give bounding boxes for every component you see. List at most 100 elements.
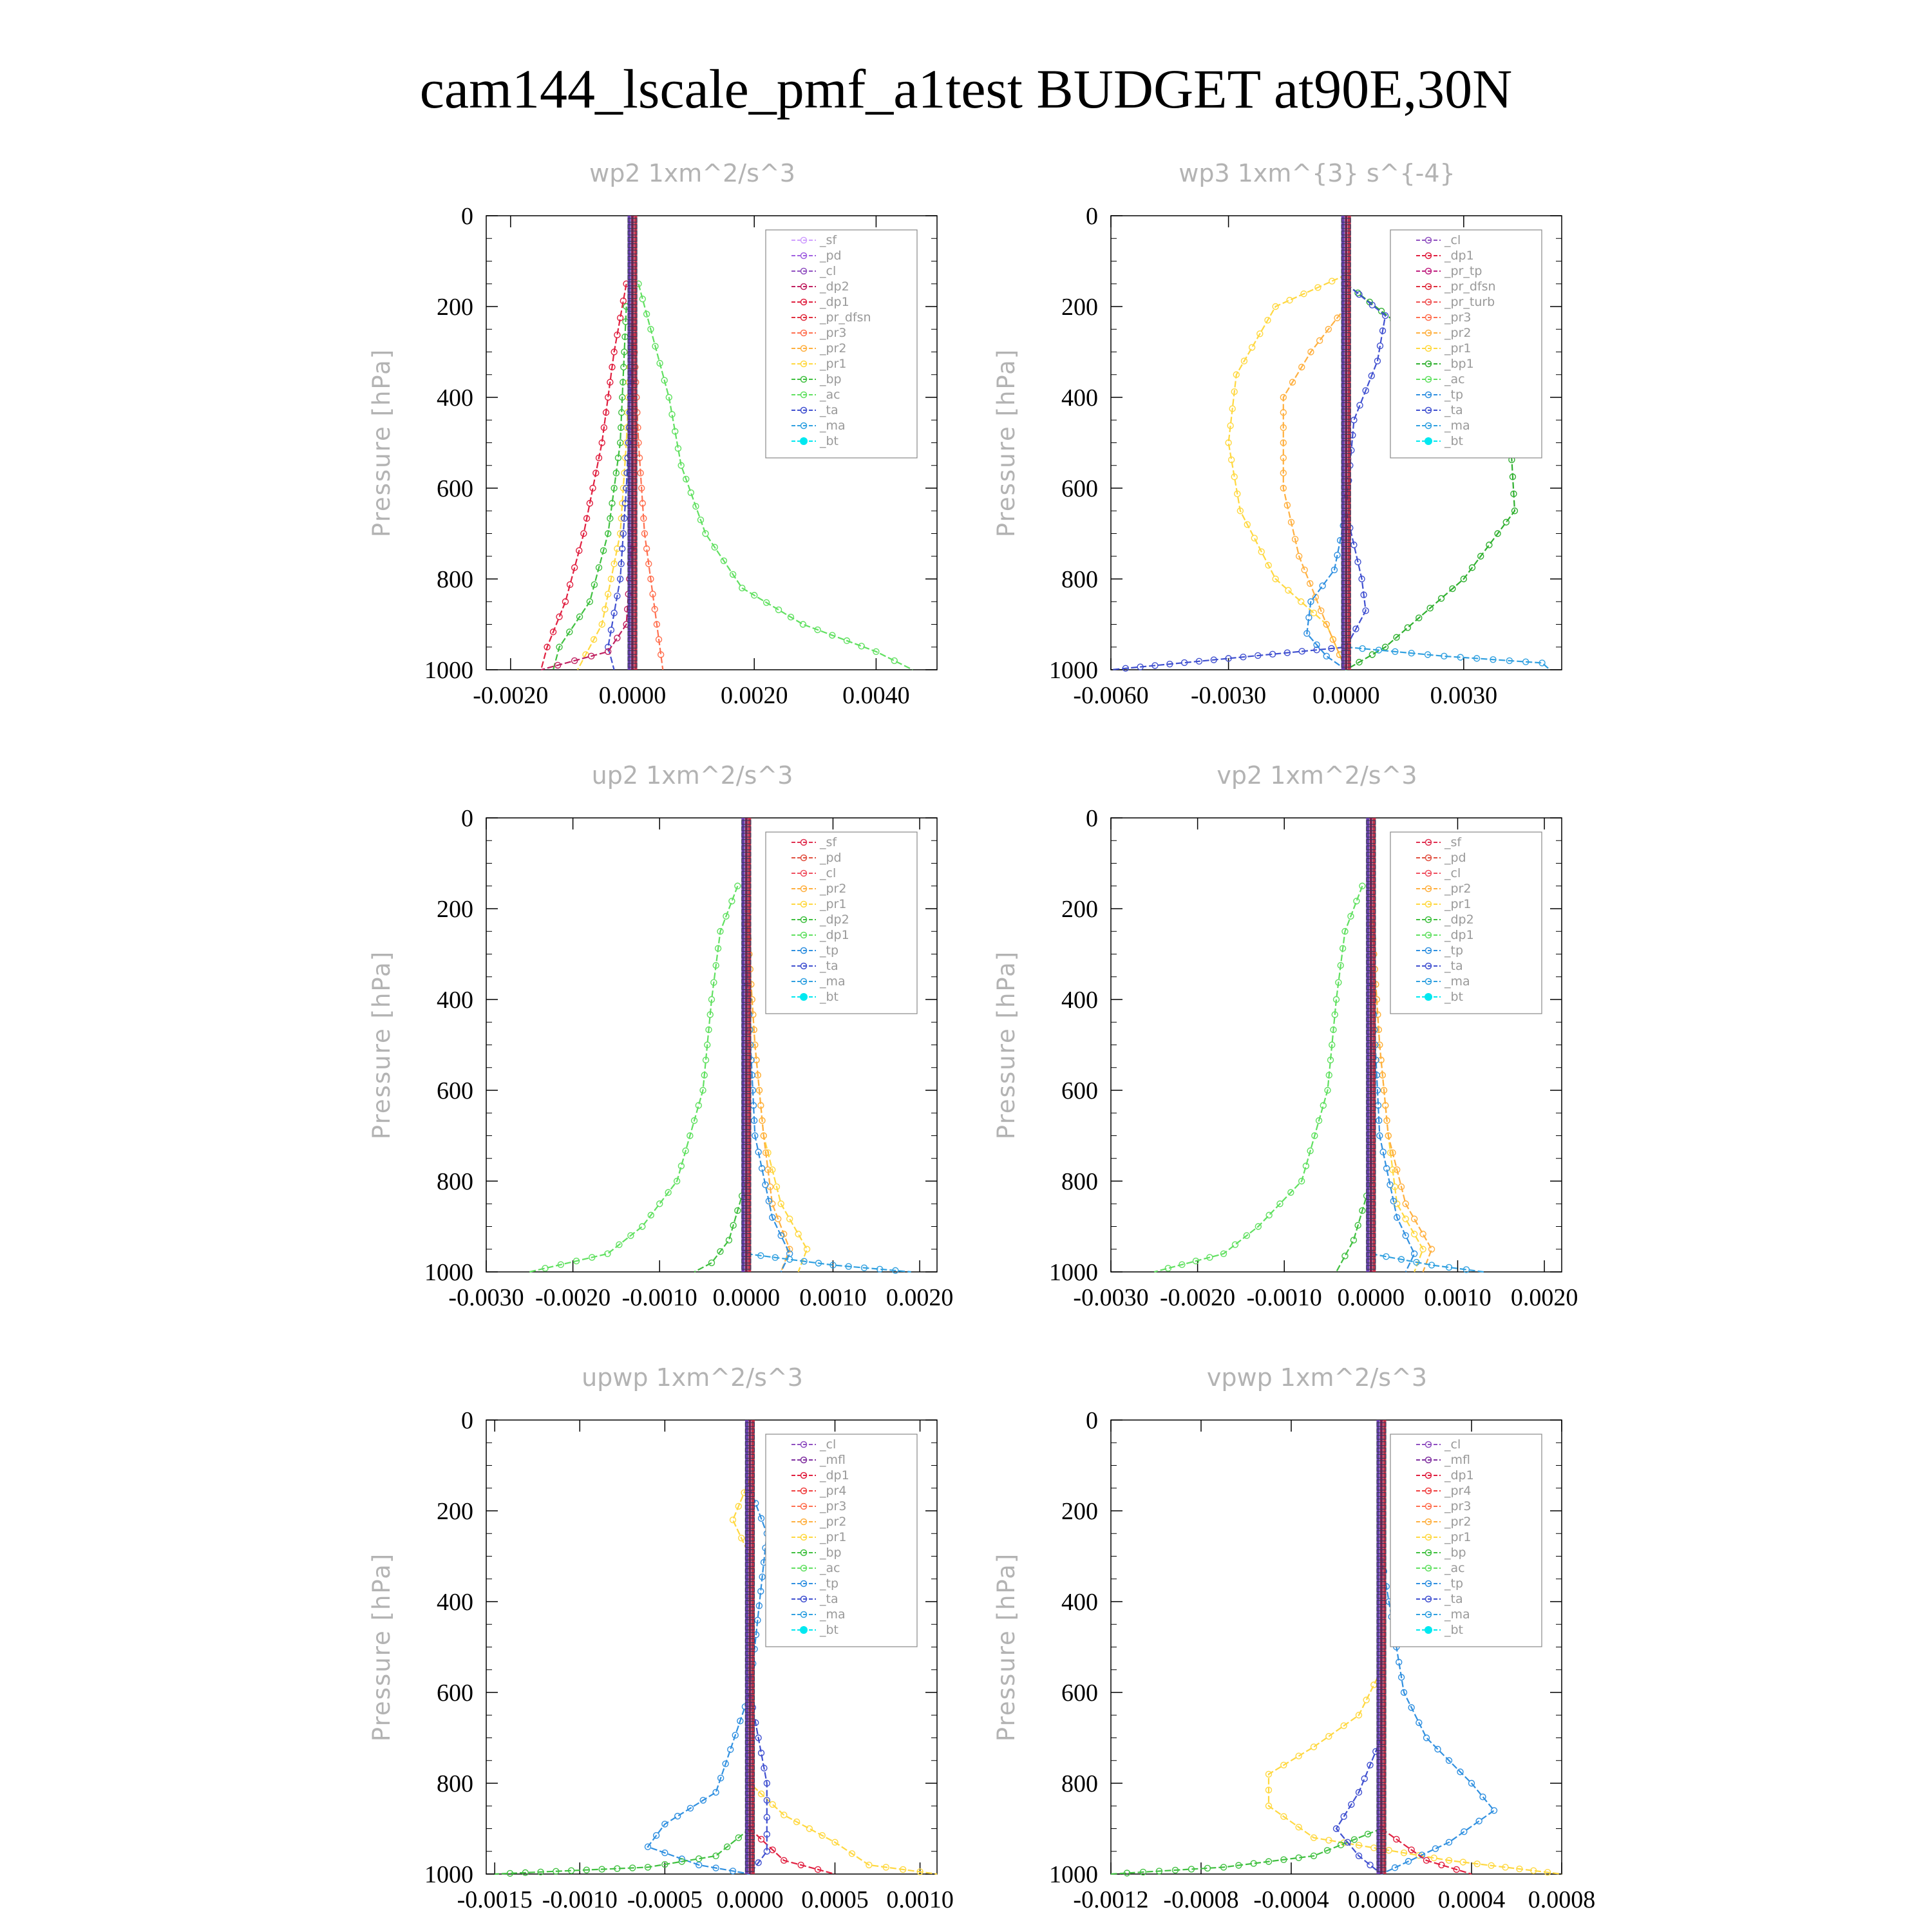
legend-label: _bp — [819, 1546, 842, 1560]
series-line — [495, 1828, 751, 1875]
legend-marker — [1425, 1502, 1432, 1510]
series-point — [1393, 1835, 1400, 1843]
zero-line-marker — [1366, 858, 1376, 863]
zero-line-marker — [744, 1517, 755, 1522]
zero-line-marker — [1366, 1106, 1376, 1111]
zero-line-marker — [744, 1759, 755, 1764]
zero-line-marker — [741, 947, 752, 952]
zero-line-marker — [744, 1466, 755, 1472]
series-point — [661, 377, 668, 384]
series-point — [640, 515, 647, 522]
zero-line-marker — [741, 1010, 752, 1016]
zero-line-marker — [627, 586, 638, 592]
series-point — [777, 1200, 784, 1208]
series-point — [583, 1866, 591, 1873]
zero-line-marker — [627, 300, 638, 305]
series-point — [1402, 1232, 1409, 1239]
series-point — [1280, 424, 1287, 431]
legend-marker — [800, 1472, 808, 1479]
zero-line-marker — [744, 1785, 755, 1790]
zero-line-marker — [627, 357, 638, 363]
legend-marker — [1425, 1595, 1432, 1603]
series-point — [1231, 1241, 1239, 1248]
legend-marker — [800, 1564, 808, 1572]
series-point — [759, 1117, 766, 1124]
legend-marker — [1425, 314, 1432, 321]
zero-line-marker — [1366, 1214, 1376, 1219]
series-point — [712, 1852, 719, 1859]
series-point — [647, 1211, 654, 1219]
series-point — [1233, 371, 1240, 378]
zero-line-marker — [744, 1841, 755, 1847]
series-point — [1164, 1265, 1172, 1272]
series-point — [576, 613, 583, 620]
zero-line-marker — [627, 637, 638, 643]
legend-box — [765, 1434, 918, 1647]
series-point — [1355, 1788, 1363, 1796]
series-point — [629, 1864, 636, 1871]
x-tick-label: 0.0020 — [886, 1284, 954, 1311]
legend-box — [1390, 831, 1542, 1014]
series-point — [1376, 1132, 1383, 1139]
series-point — [769, 1166, 776, 1173]
series-point — [1460, 575, 1468, 583]
series-point — [765, 1197, 773, 1205]
zero-line-marker — [1341, 218, 1351, 223]
series-point — [1251, 535, 1258, 542]
y-tick-label: 1000 — [1049, 1861, 1098, 1888]
zero-line-marker — [744, 1701, 755, 1707]
zero-line-marker — [1341, 663, 1351, 668]
zero-line-marker — [1366, 1265, 1376, 1270]
zero-line-marker — [1366, 928, 1376, 933]
zero-line-marker — [627, 656, 638, 661]
legend-marker — [1425, 1611, 1432, 1618]
legend-marker — [800, 267, 808, 275]
zero-line-marker — [741, 1150, 752, 1155]
zero-line-marker — [1366, 1195, 1376, 1200]
legend-label: _ac — [819, 388, 840, 402]
legend-marker — [800, 1549, 808, 1557]
series-point — [899, 1866, 907, 1873]
series-point — [1382, 1102, 1389, 1109]
legend-label: _ta — [1444, 403, 1463, 417]
zero-line-marker — [744, 1555, 755, 1560]
legend-label: _dp1 — [1444, 249, 1474, 263]
y-tick-label: 400 — [437, 987, 473, 1014]
series-point — [1295, 1752, 1302, 1759]
legend-marker — [800, 916, 808, 923]
zero-line-marker — [741, 858, 752, 863]
legend-label: _tp — [819, 1577, 838, 1591]
zero-line-marker — [627, 542, 638, 547]
series-point — [600, 424, 608, 431]
zero-line-marker — [1366, 915, 1376, 920]
series-point — [1225, 655, 1232, 662]
y-tick-label: 1000 — [424, 657, 473, 684]
zero-line-marker — [627, 440, 638, 446]
series-point — [668, 411, 676, 418]
series-point — [1379, 327, 1387, 334]
series-point — [1490, 1807, 1498, 1814]
zero-line-marker — [1376, 1454, 1387, 1459]
zero-line-marker — [744, 1530, 755, 1535]
zero-line-marker — [744, 1848, 755, 1853]
series-point — [781, 1812, 788, 1819]
zero-line-marker — [1366, 1004, 1376, 1009]
series-point — [673, 1177, 681, 1185]
zero-line-marker — [1376, 1492, 1387, 1497]
series-point — [1283, 502, 1291, 509]
series-point — [1323, 1847, 1331, 1854]
series-point — [1437, 595, 1445, 602]
zero-line-marker — [1341, 510, 1351, 515]
zero-line-marker — [1376, 1511, 1387, 1516]
zero-line-marker — [627, 554, 638, 560]
zero-line-marker — [1366, 953, 1376, 958]
x-tick-label: -0.0030 — [448, 1284, 524, 1311]
legend-marker — [1425, 1626, 1432, 1634]
zero-line-marker — [744, 1739, 755, 1745]
legend-label: _dp1 — [819, 295, 849, 309]
series-point — [1229, 405, 1236, 412]
series-point — [678, 1858, 685, 1865]
series-point — [1362, 607, 1369, 614]
zero-line-marker — [627, 351, 638, 356]
series-point — [763, 1848, 771, 1855]
